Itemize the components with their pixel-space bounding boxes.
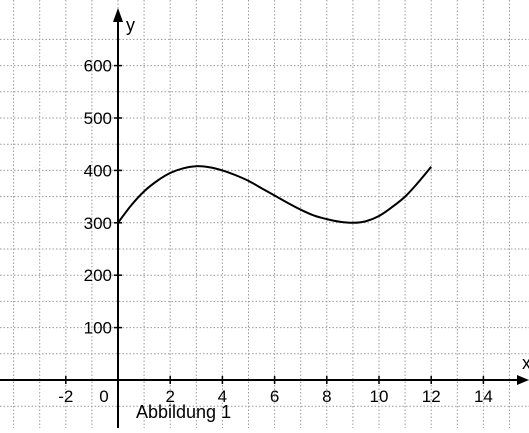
x-axis-arrow-icon: [517, 375, 529, 385]
y-tick-label: 200: [84, 266, 112, 285]
x-tick-label: 6: [270, 387, 279, 406]
y-axis-arrow-icon: [113, 8, 123, 22]
y-axis-label: y: [126, 15, 135, 35]
function-curve: [117, 165, 432, 224]
y-tick-label: 100: [84, 319, 112, 338]
y-tick-label: 500: [84, 109, 112, 128]
x-tick-label: 0: [99, 387, 108, 406]
y-tick-label: 400: [84, 161, 112, 180]
tick-labels: -2 0 2 4 6 8 10 12 14 100 200 300 400 500 600: [58, 57, 493, 406]
x-tick-label: 12: [422, 387, 441, 406]
x-tick-label: 8: [322, 387, 331, 406]
series: [117, 165, 432, 224]
y-tick-label: 600: [84, 57, 112, 76]
figure-caption: Abbildung 1: [136, 402, 231, 422]
axes: [0, 8, 529, 428]
x-tick-label: 14: [474, 387, 493, 406]
x-tick-label: 4: [218, 387, 227, 406]
x-tick-label: 2: [165, 387, 174, 406]
x-tick-label: -2: [58, 387, 73, 406]
tick-marks: [65, 64, 485, 384]
x-tick-label: 10: [370, 387, 389, 406]
y-tick-label: 300: [84, 214, 112, 233]
x-axis-label: x: [522, 353, 529, 373]
